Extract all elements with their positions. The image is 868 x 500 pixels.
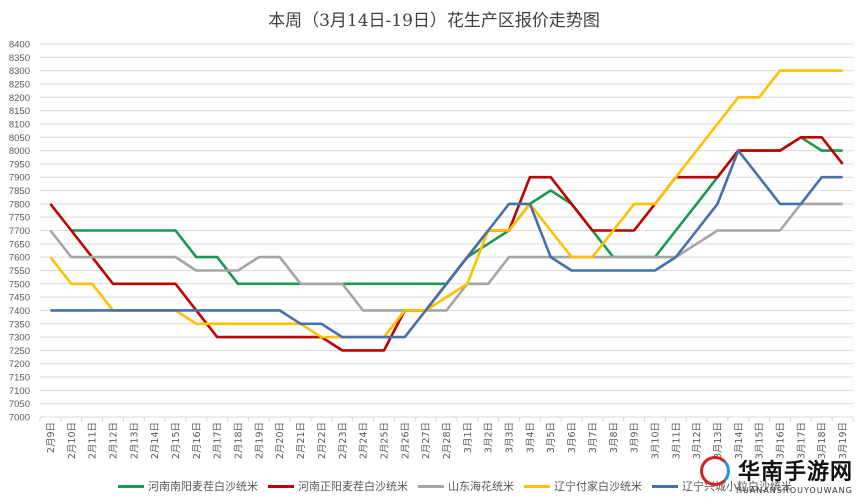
x-tick-label: 2月15日 [171,422,182,459]
x-tick-label: 3月8日 [609,422,620,453]
watermark-logo-icon [700,456,730,486]
y-tick-label: 8200 [9,93,30,104]
y-tick-label: 7750 [9,213,30,224]
x-tick-label: 3月6日 [567,422,578,453]
x-tick-label: 3月1日 [463,422,474,453]
x-axis-ticks: 2月9日 2月10日 2月11日 2月12日 2月13日 2月14日 2月15日 2月16日 2… [46,422,849,459]
x-tick-label: 3月12日 [692,422,703,459]
x-tick-label: 3月10日 [650,422,661,459]
x-tick-label: 3月18日 [817,422,828,459]
x-tick-label: 2月13日 [129,422,140,459]
legend-label: 河南正阳麦茬白沙统米 [298,480,408,493]
legend-swatch-icon [418,484,444,488]
y-tick-label: 8400 [9,40,30,51]
x-tick-label: 3月14日 [734,422,745,459]
y-tick-label: 7000 [9,413,30,424]
y-tick-label: 7900 [9,173,30,184]
y-tick-label: 7350 [9,319,30,330]
x-tick-label: 2月17日 [213,422,224,459]
y-tick-label: 7550 [9,266,30,277]
legend-label: 辽宁付家白沙统米 [554,480,642,493]
y-tick-label: 7150 [9,373,30,384]
x-tick-label: 2月26日 [400,422,411,459]
x-tick-label: 2月28日 [442,422,453,459]
y-tick-label: 7450 [9,293,30,304]
y-tick-label: 7850 [9,186,30,197]
y-tick-label: 7050 [9,399,30,410]
x-tick-label: 2月20日 [275,422,286,459]
series-line [50,149,843,339]
y-tick-label: 7650 [9,239,30,250]
x-tick-label: 3月3日 [505,422,516,453]
y-tick-label: 8300 [9,66,30,77]
x-tick-label: 2月14日 [150,422,161,459]
y-tick-label: 8350 [9,53,30,64]
x-tick-label: 2月10日 [67,422,78,459]
y-tick-label: 7100 [9,386,30,397]
x-tick-label: 3月19日 [838,422,849,459]
legend-item: 山东海花统米 [418,478,514,494]
y-tick-label: 7400 [9,306,30,317]
x-tick-label: 2月24日 [359,422,370,459]
legend-label: 河南南阳麦茬白沙统米 [148,480,258,493]
x-tick-label: 2月21日 [296,422,307,459]
y-tick-label: 8000 [9,146,30,157]
x-tick-label: 2月25日 [379,422,390,459]
x-tick-label: 3月2日 [484,422,495,453]
x-tick-label: 3月9日 [630,422,641,453]
x-tick-label: 3月5日 [546,422,557,453]
y-tick-label: 7300 [9,333,30,344]
legend-swatch-icon [118,484,144,488]
y-tick-label: 7200 [9,359,30,370]
watermark-subtext: HUANANSHOUYOUWANG [736,486,853,495]
x-tick-label: 2月12日 [108,422,119,459]
legend-label: 山东海花统米 [448,480,514,493]
y-tick-label: 7500 [9,279,30,290]
x-tick-label: 3月17日 [796,422,807,459]
legend-swatch-icon [268,484,294,488]
y-tick-label: 7700 [9,226,30,237]
x-tick-label: 2月22日 [317,422,328,459]
series-line [71,136,843,286]
x-tick-label: 3月11日 [671,422,682,459]
y-tick-label: 7600 [9,253,30,264]
x-tick-label: 2月16日 [192,422,203,459]
series-lines [49,69,844,352]
y-axis-ticks: 7000 7050 7100 7150 7200 7250 7300 7350 7400 7450… [9,40,30,424]
series-line [49,69,843,339]
legend-swatch-icon [524,484,550,488]
y-tick-label: 8050 [9,133,30,144]
y-tick-label: 8150 [9,106,30,117]
x-tick-label: 3月4日 [525,422,536,453]
x-tick-label: 2月23日 [338,422,349,459]
y-tick-label: 8100 [9,119,30,130]
x-tick-label: 2月19日 [254,422,265,459]
x-tick-label: 2月27日 [421,422,432,459]
y-tick-label: 7250 [9,346,30,357]
watermark-text: 华南手游网 [738,460,854,485]
series-line [49,202,843,312]
y-tick-label: 8250 [9,79,30,90]
chart-title: 本周（3月14日-19日）花生产区报价走势图 [268,11,600,31]
legend-item: 河南南阳麦茬白沙统米 [118,478,258,494]
x-tick-label: 3月7日 [588,422,599,453]
watermark: 华南手游网 HUANANSHOUYOUWANG [700,452,868,500]
legend: 河南南阳麦茬白沙统米 河南正阳麦茬白沙统米 山东海花统米 辽宁付家白沙统米 辽宁兴城小粒… [118,478,792,494]
legend-swatch-icon [652,484,678,488]
x-tick-label: 3月13日 [713,422,724,459]
x-tick-label: 2月18日 [234,422,245,459]
x-tick-label: 2月9日 [46,422,57,453]
legend-item: 河南正阳麦茬白沙统米 [268,478,408,494]
x-tick-label: 3月16日 [776,422,787,459]
y-tick-label: 7950 [9,159,30,170]
x-tick-label: 3月15日 [755,422,766,459]
y-tick-label: 7800 [9,199,30,210]
legend-item: 辽宁付家白沙统米 [524,478,642,494]
gridlines [39,43,854,422]
x-tick-label: 2月11日 [88,422,99,459]
